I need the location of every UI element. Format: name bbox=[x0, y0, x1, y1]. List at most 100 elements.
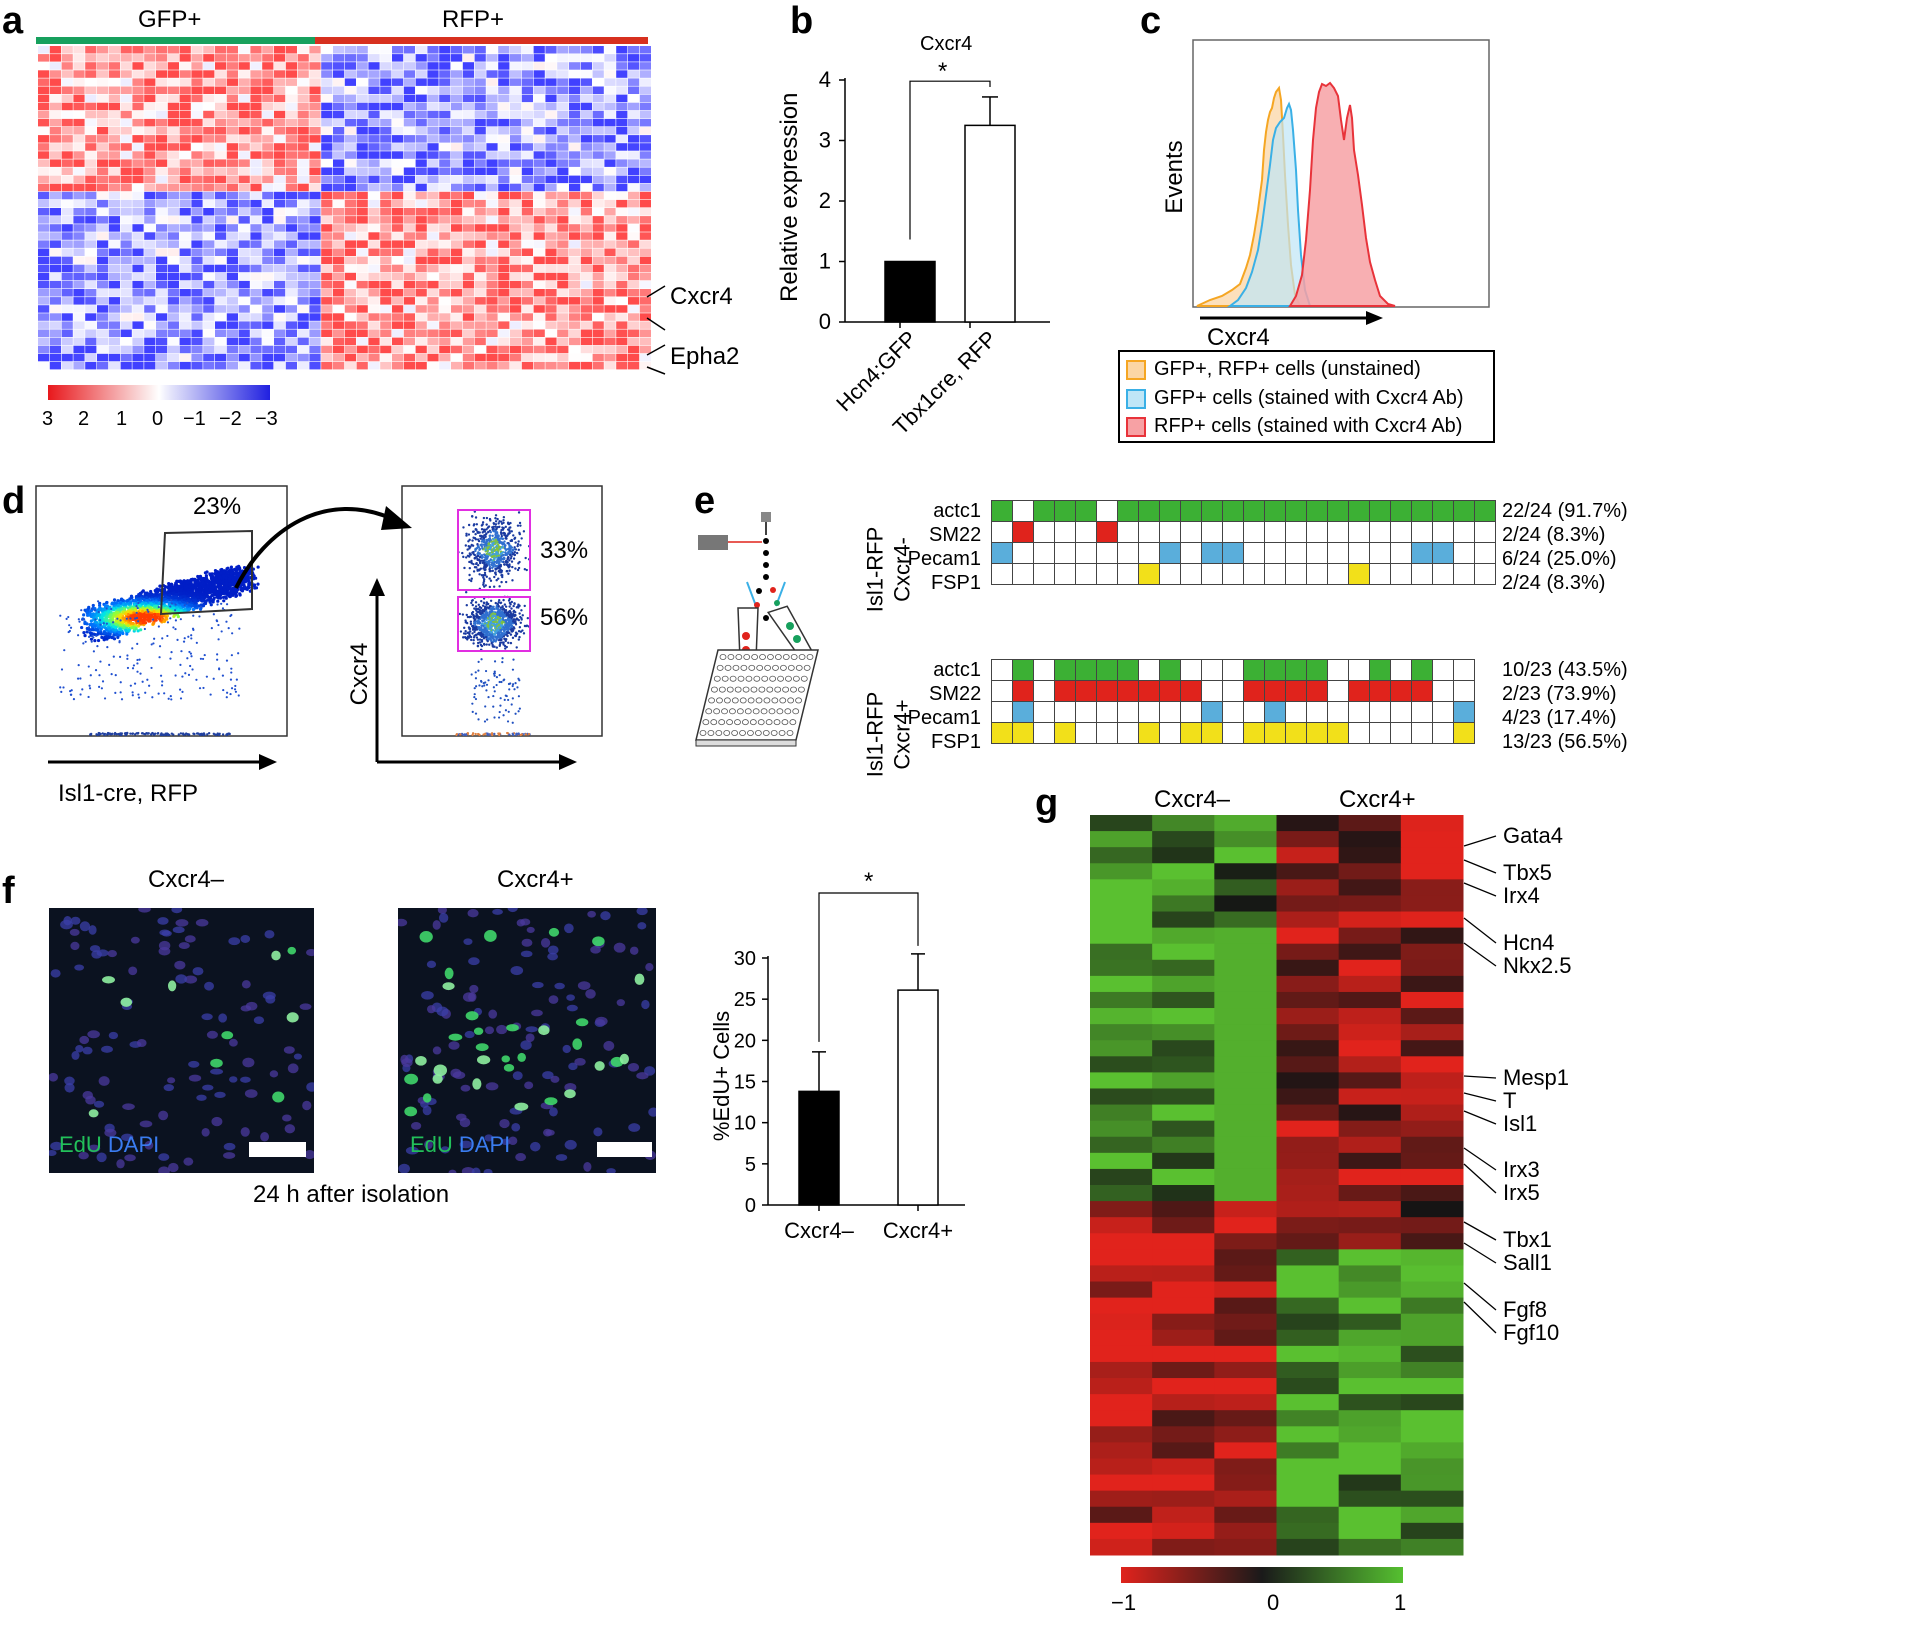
heatmap-a-cell bbox=[451, 94, 463, 103]
flow-event bbox=[228, 594, 232, 599]
flow-event bbox=[190, 594, 194, 598]
flow-event bbox=[146, 732, 149, 735]
flow-event bbox=[503, 563, 506, 566]
flow-event bbox=[251, 567, 256, 571]
heatmap-a-cell bbox=[203, 191, 215, 200]
flow-event bbox=[510, 539, 513, 542]
heatmap-a-cell bbox=[616, 329, 628, 337]
heatmap-a-cell bbox=[344, 361, 356, 370]
heatmap-a-cell bbox=[628, 240, 640, 248]
heatmap-a-cell bbox=[179, 110, 191, 119]
flow-event bbox=[176, 615, 180, 619]
heatmap-a-cell bbox=[309, 272, 321, 281]
heatmap-a-cell bbox=[427, 199, 439, 208]
heatmap-a-cell bbox=[403, 54, 415, 62]
heatmap-a-cell bbox=[262, 159, 274, 167]
heatmap-a-cell bbox=[238, 46, 250, 54]
flow-event bbox=[187, 580, 192, 584]
flow-event bbox=[96, 733, 99, 737]
heatmap-a-cell bbox=[333, 321, 345, 329]
flow-event bbox=[493, 541, 497, 544]
flow-event bbox=[142, 608, 146, 612]
heatmap-a-cell bbox=[203, 232, 215, 240]
heatmap-a-cell bbox=[191, 54, 203, 62]
heatmap-a-cell bbox=[521, 46, 533, 54]
flow-event bbox=[140, 596, 145, 601]
flow-event bbox=[143, 593, 147, 597]
flow-event bbox=[482, 634, 485, 637]
heatmap-a-cell bbox=[61, 159, 73, 167]
flow-event bbox=[208, 595, 212, 600]
flow-event bbox=[220, 574, 224, 578]
flow-event bbox=[252, 584, 256, 588]
flow-event bbox=[131, 612, 135, 617]
flow-event bbox=[120, 600, 124, 604]
heatmap-a-cell bbox=[368, 289, 380, 297]
flow-event bbox=[154, 618, 158, 622]
heatmap-a-cell bbox=[521, 256, 533, 265]
heatmap-a-cell bbox=[580, 280, 592, 289]
flow-event bbox=[95, 733, 98, 736]
heatmap-a-cell bbox=[238, 86, 250, 94]
flow-event bbox=[102, 637, 106, 642]
flow-event bbox=[161, 608, 166, 613]
heatmap-a-cell bbox=[179, 297, 191, 305]
flow-event bbox=[162, 588, 166, 592]
heatmap-a-cell bbox=[108, 167, 120, 175]
flow-event bbox=[235, 578, 239, 582]
flow-event bbox=[154, 594, 158, 598]
heatmap-a-cell bbox=[451, 199, 463, 208]
flow-event bbox=[466, 615, 470, 619]
heatmap-a-cell bbox=[344, 305, 356, 313]
flow-event bbox=[215, 619, 218, 622]
heatmap-a-cell bbox=[38, 345, 50, 354]
flow-event bbox=[239, 579, 243, 584]
flow-event bbox=[202, 584, 206, 588]
flow-event bbox=[502, 626, 506, 629]
heatmap-a-cell bbox=[439, 329, 451, 337]
flow-event bbox=[186, 598, 191, 602]
heatmap-a-cell bbox=[451, 46, 463, 54]
heatmap-a-cell bbox=[191, 46, 203, 54]
flow-event bbox=[208, 588, 212, 592]
heatmap-a-cell bbox=[510, 329, 522, 337]
flow-event bbox=[212, 581, 216, 585]
heatmap-a-cell bbox=[333, 264, 345, 273]
flow-event bbox=[482, 579, 486, 583]
flow-event bbox=[138, 609, 143, 614]
flow-event bbox=[101, 625, 105, 629]
flow-event bbox=[133, 623, 138, 627]
flow-event bbox=[105, 626, 109, 630]
heatmap-a-cell bbox=[120, 46, 132, 54]
flow-event bbox=[198, 615, 201, 618]
flow-event bbox=[156, 609, 160, 613]
heatmap-a-cell bbox=[580, 264, 592, 273]
heatmap-a-cell bbox=[274, 78, 286, 86]
heatmap-a-cell bbox=[203, 159, 215, 167]
flow-event bbox=[483, 608, 487, 612]
heatmap-a-cell bbox=[427, 337, 439, 346]
flow-event bbox=[505, 553, 509, 557]
flow-event bbox=[157, 607, 161, 611]
flow-event bbox=[182, 589, 187, 594]
heatmap-a-cell bbox=[474, 345, 486, 354]
flow-event bbox=[220, 580, 224, 584]
heatmap-a-cell bbox=[132, 321, 144, 329]
flow-event bbox=[115, 623, 119, 627]
flow-event bbox=[226, 575, 231, 579]
flow-event bbox=[103, 626, 108, 630]
flow-event bbox=[173, 609, 177, 613]
heatmap-a-cell bbox=[61, 208, 73, 216]
heatmap-a-cell bbox=[333, 199, 345, 208]
heatmap-a-cell bbox=[427, 54, 439, 62]
heatmap-a-cell bbox=[250, 216, 262, 224]
heatmap-a-cell bbox=[73, 70, 85, 78]
flow-event bbox=[177, 586, 181, 590]
heatmap-a-cell bbox=[451, 127, 463, 135]
flow-event bbox=[126, 654, 129, 657]
flow-event bbox=[181, 690, 184, 693]
heatmap-a-cell bbox=[592, 151, 604, 159]
flow-event bbox=[192, 593, 196, 597]
flow-event bbox=[489, 545, 493, 548]
flow-event bbox=[199, 587, 203, 591]
